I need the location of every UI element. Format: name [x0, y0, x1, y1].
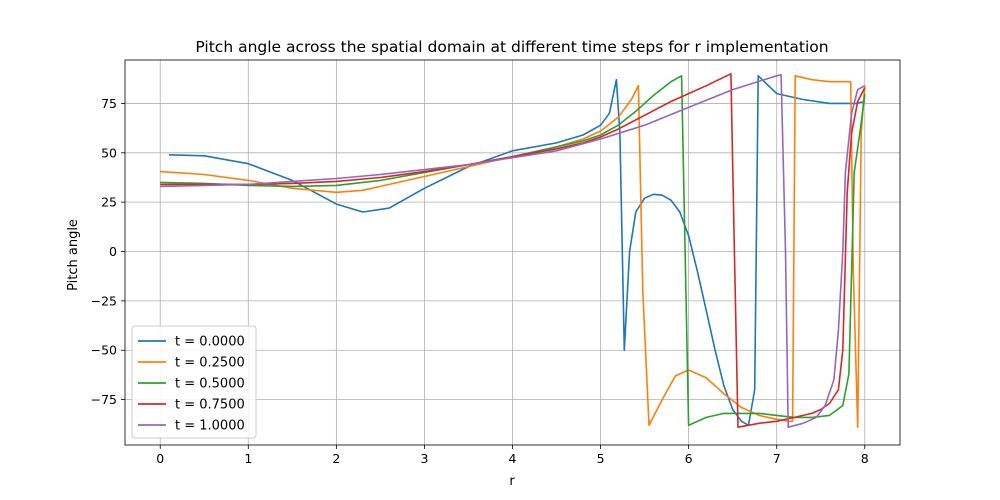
x-tick-label: 2: [332, 451, 340, 466]
chart-title: Pitch angle across the spatial domain at…: [195, 38, 828, 56]
legend-label: t = 0.7500: [175, 398, 245, 413]
axis-ticks: 0 1 2 3 4 5 6 7 8 −75 −50 −25 0 25 50 75: [91, 96, 869, 466]
y-tick-label: 50: [101, 145, 117, 160]
series-line-0: [168, 75, 865, 427]
series-line-3: [160, 73, 866, 428]
series-line-1: [160, 75, 866, 428]
y-tick-label: 75: [101, 96, 117, 111]
grid-lines: [125, 60, 900, 445]
x-tick-label: 4: [509, 451, 517, 466]
x-tick-label: 1: [244, 451, 252, 466]
x-tick-label: 7: [773, 451, 781, 466]
y-tick-label: 25: [101, 195, 117, 210]
legend-label: t = 0.5000: [175, 377, 245, 392]
legend-label: t = 1.0000: [175, 419, 245, 434]
legend-label: t = 0.2500: [175, 356, 245, 371]
x-tick-label: 5: [597, 451, 605, 466]
x-tick-label: 0: [156, 451, 164, 466]
series-lines: [160, 73, 866, 428]
legend: t = 0.0000 t = 0.2500 t = 0.5000 t = 0.7500…: [131, 325, 257, 439]
series-line-2: [160, 75, 866, 427]
x-tick-label: 3: [420, 451, 428, 466]
series-line-4: [160, 74, 866, 428]
x-axis-label: r: [509, 474, 515, 489]
x-tick-label: 6: [685, 451, 693, 466]
y-tick-label: −75: [91, 392, 117, 407]
legend-label: t = 0.0000: [175, 335, 245, 350]
y-axis-label: Pitch angle: [66, 219, 81, 291]
x-tick-label: 8: [861, 451, 869, 466]
legend-box: [131, 325, 257, 439]
y-tick-label: 0: [109, 244, 117, 259]
y-tick-label: −50: [91, 343, 117, 358]
y-tick-label: −25: [91, 293, 117, 308]
